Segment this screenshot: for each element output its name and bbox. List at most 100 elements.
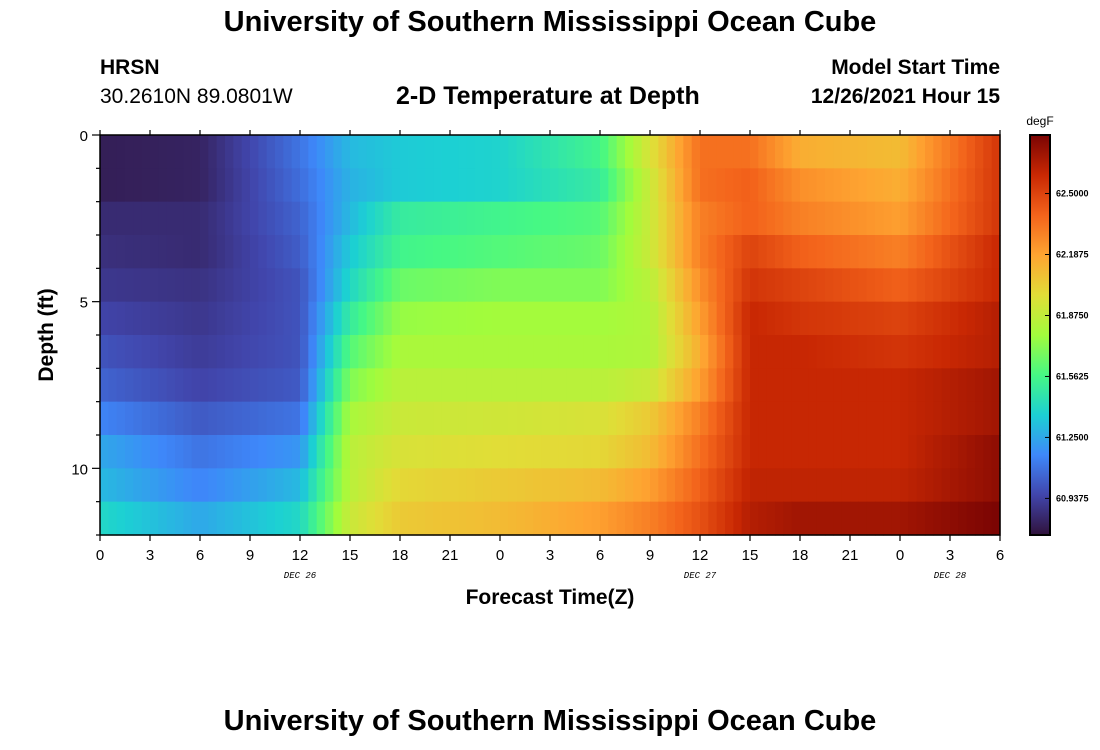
heatmap-cell — [733, 468, 743, 503]
heatmap-cell — [566, 335, 576, 369]
heatmap-cell — [775, 301, 784, 336]
heatmap-cell — [950, 501, 959, 536]
heatmap-cell — [225, 268, 234, 303]
heatmap-cell — [116, 401, 126, 436]
heatmap-cell — [925, 468, 934, 503]
heatmap-cell — [391, 335, 401, 369]
heatmap-cell — [958, 235, 968, 269]
heatmap-cell — [775, 401, 784, 436]
heatmap-cell — [700, 301, 709, 336]
heatmap-cell — [383, 501, 393, 536]
heatmap-cell — [158, 501, 168, 536]
heatmap-cell — [316, 401, 326, 436]
heatmap-cell — [225, 368, 234, 403]
heatmap-cell — [816, 335, 826, 369]
heatmap-cell — [466, 301, 476, 336]
heatmap-cell — [166, 235, 176, 269]
heatmap-cell — [141, 468, 151, 503]
chart-title: University of Southern Mississippi Ocean… — [223, 6, 877, 38]
x-tick-label: 15 — [742, 547, 759, 564]
heatmap-cell — [350, 235, 359, 269]
heatmap-cell — [691, 368, 701, 403]
heatmap-cell — [983, 168, 993, 203]
heatmap-cell — [708, 268, 718, 303]
heatmap-cell — [475, 501, 484, 536]
heatmap-cell — [725, 435, 734, 469]
heatmap-cell — [475, 401, 484, 436]
chart-subtitle: 2-D Temperature at Depth — [396, 82, 700, 110]
heatmap-cell — [500, 235, 509, 269]
heatmap-cell — [375, 335, 384, 369]
heatmap-cell — [425, 468, 434, 503]
heatmap-cell — [658, 401, 668, 436]
heatmap-cell — [566, 368, 576, 403]
heatmap-cell — [775, 368, 784, 403]
heatmap-cell — [200, 301, 209, 336]
heatmap-cell — [358, 468, 368, 503]
heatmap-cell — [150, 168, 159, 203]
heatmap-cell — [458, 401, 468, 436]
heatmap-cell — [158, 368, 168, 403]
heatmap-cell — [225, 468, 234, 503]
heatmap-cell — [633, 501, 643, 536]
heatmap-cell — [175, 168, 184, 203]
heatmap-cell — [541, 335, 551, 369]
heatmap-cell — [425, 401, 434, 436]
heatmap-cell — [416, 468, 426, 503]
heatmap-cell — [641, 501, 651, 536]
heatmap-cell — [625, 435, 634, 469]
heatmap-cell — [250, 468, 259, 503]
heatmap-cell — [466, 468, 476, 503]
heatmap-cell — [475, 168, 484, 203]
heatmap-cell — [325, 435, 334, 469]
heatmap-cell — [383, 368, 393, 403]
heatmap-cell — [883, 268, 893, 303]
heatmap-cell — [933, 235, 943, 269]
heatmap-cell — [683, 235, 693, 269]
heatmap-cell — [991, 168, 1001, 203]
x-axis: 0 3 6 9 12 15 18 21 0 3 6 9 12 15 18 21 0 3 6 DEC 26 DEC 27 D… — [96, 130, 1004, 581]
heatmap-cell — [241, 335, 251, 369]
heatmap-cell — [341, 201, 351, 236]
heatmap-cell — [516, 201, 526, 236]
heatmap-cell — [758, 468, 768, 503]
heatmap-cell — [408, 268, 418, 303]
heatmap-cell — [908, 268, 918, 303]
heatmap-cell — [391, 368, 401, 403]
heatmap-cell — [833, 268, 843, 303]
heatmap-cell — [908, 501, 918, 536]
heatmap-cell — [991, 368, 1001, 403]
heatmap-cell — [116, 368, 126, 403]
heatmap-cell — [450, 335, 459, 369]
heatmap-cell — [341, 368, 351, 403]
heatmap-cell — [783, 435, 793, 469]
heatmap-cell — [400, 301, 409, 336]
heatmap-cell — [258, 135, 268, 169]
heatmap-cell — [441, 301, 451, 336]
heatmap-cell — [816, 468, 826, 503]
heatmap-cell — [391, 401, 401, 436]
heatmap-cell — [383, 435, 393, 469]
heatmap-cell — [308, 501, 318, 536]
x-axis-label: Forecast Time(Z) — [466, 586, 635, 609]
heatmap-cell — [975, 401, 984, 436]
heatmap-cell — [633, 335, 643, 369]
heatmap-cell — [158, 168, 168, 203]
heatmap-cell — [716, 435, 726, 469]
heatmap-cell — [950, 468, 959, 503]
heatmap-cell — [266, 468, 276, 503]
heatmap-cell — [908, 401, 918, 436]
heatmap-cell — [175, 335, 184, 369]
heatmap-cell — [658, 335, 668, 369]
heatmap-cell — [650, 168, 659, 203]
heatmap-cell — [850, 335, 859, 369]
heatmap-cell — [641, 201, 651, 236]
heatmap-cell — [641, 435, 651, 469]
heatmap-cell — [408, 301, 418, 336]
heatmap-cell — [941, 135, 951, 169]
heatmap-cell — [566, 201, 576, 236]
heatmap-cell — [991, 268, 1001, 303]
heatmap-cell — [883, 435, 893, 469]
heatmap-cell — [166, 468, 176, 503]
heatmap-cell — [358, 301, 368, 336]
